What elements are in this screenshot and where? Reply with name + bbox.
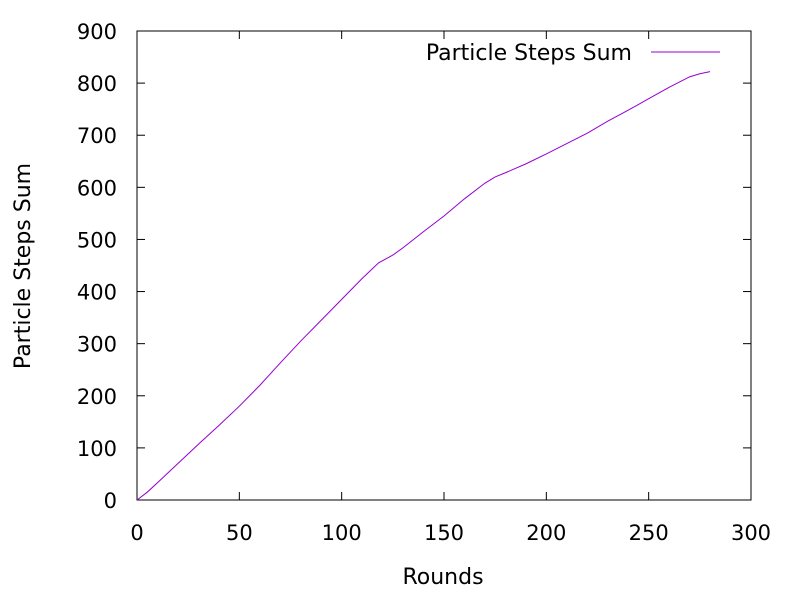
x-tick-label: 0 xyxy=(130,521,143,545)
y-tick-label: 900 xyxy=(77,20,117,44)
axis-tick-labels: 0 50 100 150 200 250 300 0 100 200 300 400 500 600 700… xyxy=(77,20,771,545)
y-tick-label: 400 xyxy=(77,281,117,305)
axis-ticks xyxy=(136,30,752,501)
x-tick-label: 300 xyxy=(731,521,771,545)
x-tick-label: 150 xyxy=(424,521,464,545)
x-tick-label: 250 xyxy=(629,521,669,545)
y-tick-label: 0 xyxy=(104,489,117,513)
legend-label: Particle Steps Sum xyxy=(426,41,632,66)
x-axis-title: Rounds xyxy=(402,565,483,590)
series-lines xyxy=(136,71,711,501)
y-tick-label: 200 xyxy=(77,385,117,409)
legend: Particle Steps Sum xyxy=(426,41,720,66)
y-tick-label: 600 xyxy=(77,176,117,200)
y-tick-label: 300 xyxy=(77,333,117,357)
series-line xyxy=(136,71,711,501)
x-tick-label: 50 xyxy=(226,521,253,545)
y-tick-label: 500 xyxy=(77,228,117,252)
y-tick-label: 800 xyxy=(77,72,117,96)
x-tick-label: 200 xyxy=(526,521,566,545)
x-tick-label: 100 xyxy=(322,521,362,545)
plot-area xyxy=(136,30,752,501)
y-axis-title: Particle Steps Sum xyxy=(11,163,36,369)
y-tick-label: 700 xyxy=(77,124,117,148)
y-tick-label: 100 xyxy=(77,437,117,461)
